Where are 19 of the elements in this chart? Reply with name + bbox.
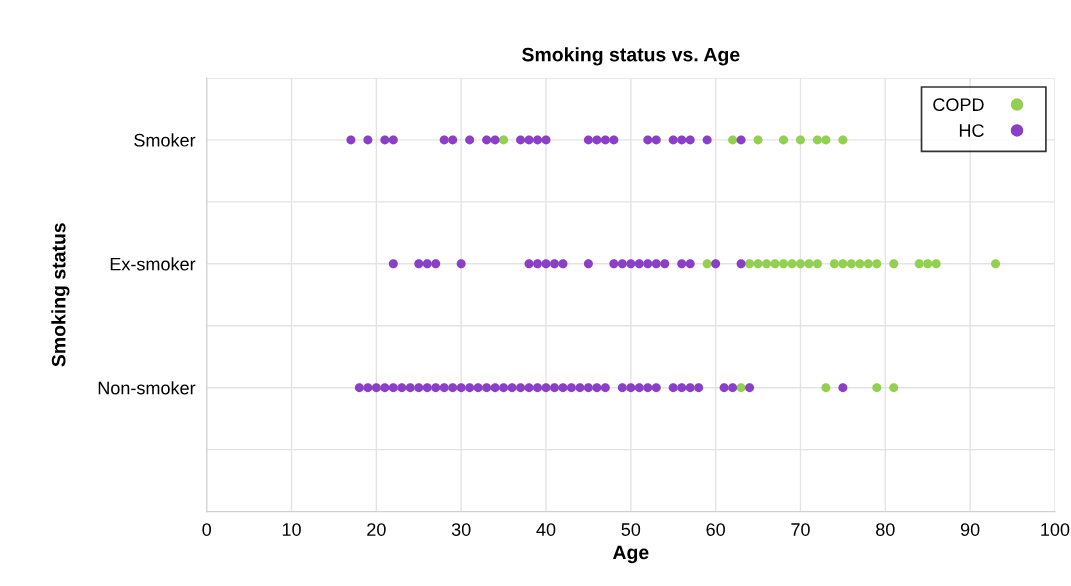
x-tick-label: 0: [202, 523, 212, 536]
legend-label: COPD: [933, 98, 984, 112]
x-tick-label: 80: [876, 523, 895, 536]
chart-title: Smoking status vs. Age: [522, 47, 740, 66]
x-tick-label: 20: [367, 523, 386, 536]
y-tick-label: Smoker: [134, 133, 196, 147]
x-tick-label: 100: [1041, 523, 1070, 536]
x-tick-label: 90: [960, 523, 980, 536]
legend-label: HC: [959, 124, 984, 137]
x-tick-label: 70: [791, 523, 810, 536]
y-axis-title: Smoking status: [51, 223, 70, 367]
x-tick-label: 30: [451, 523, 471, 536]
x-tick-label: 40: [536, 523, 556, 536]
x-tick-label: 60: [706, 523, 725, 536]
x-tick-label: 50: [621, 523, 641, 536]
x-tick-label: 10: [282, 523, 301, 536]
y-tick-label: Non-smoker: [98, 381, 196, 395]
x-axis-title: Age: [612, 545, 649, 564]
y-tick-label: Ex-smoker: [110, 257, 196, 271]
